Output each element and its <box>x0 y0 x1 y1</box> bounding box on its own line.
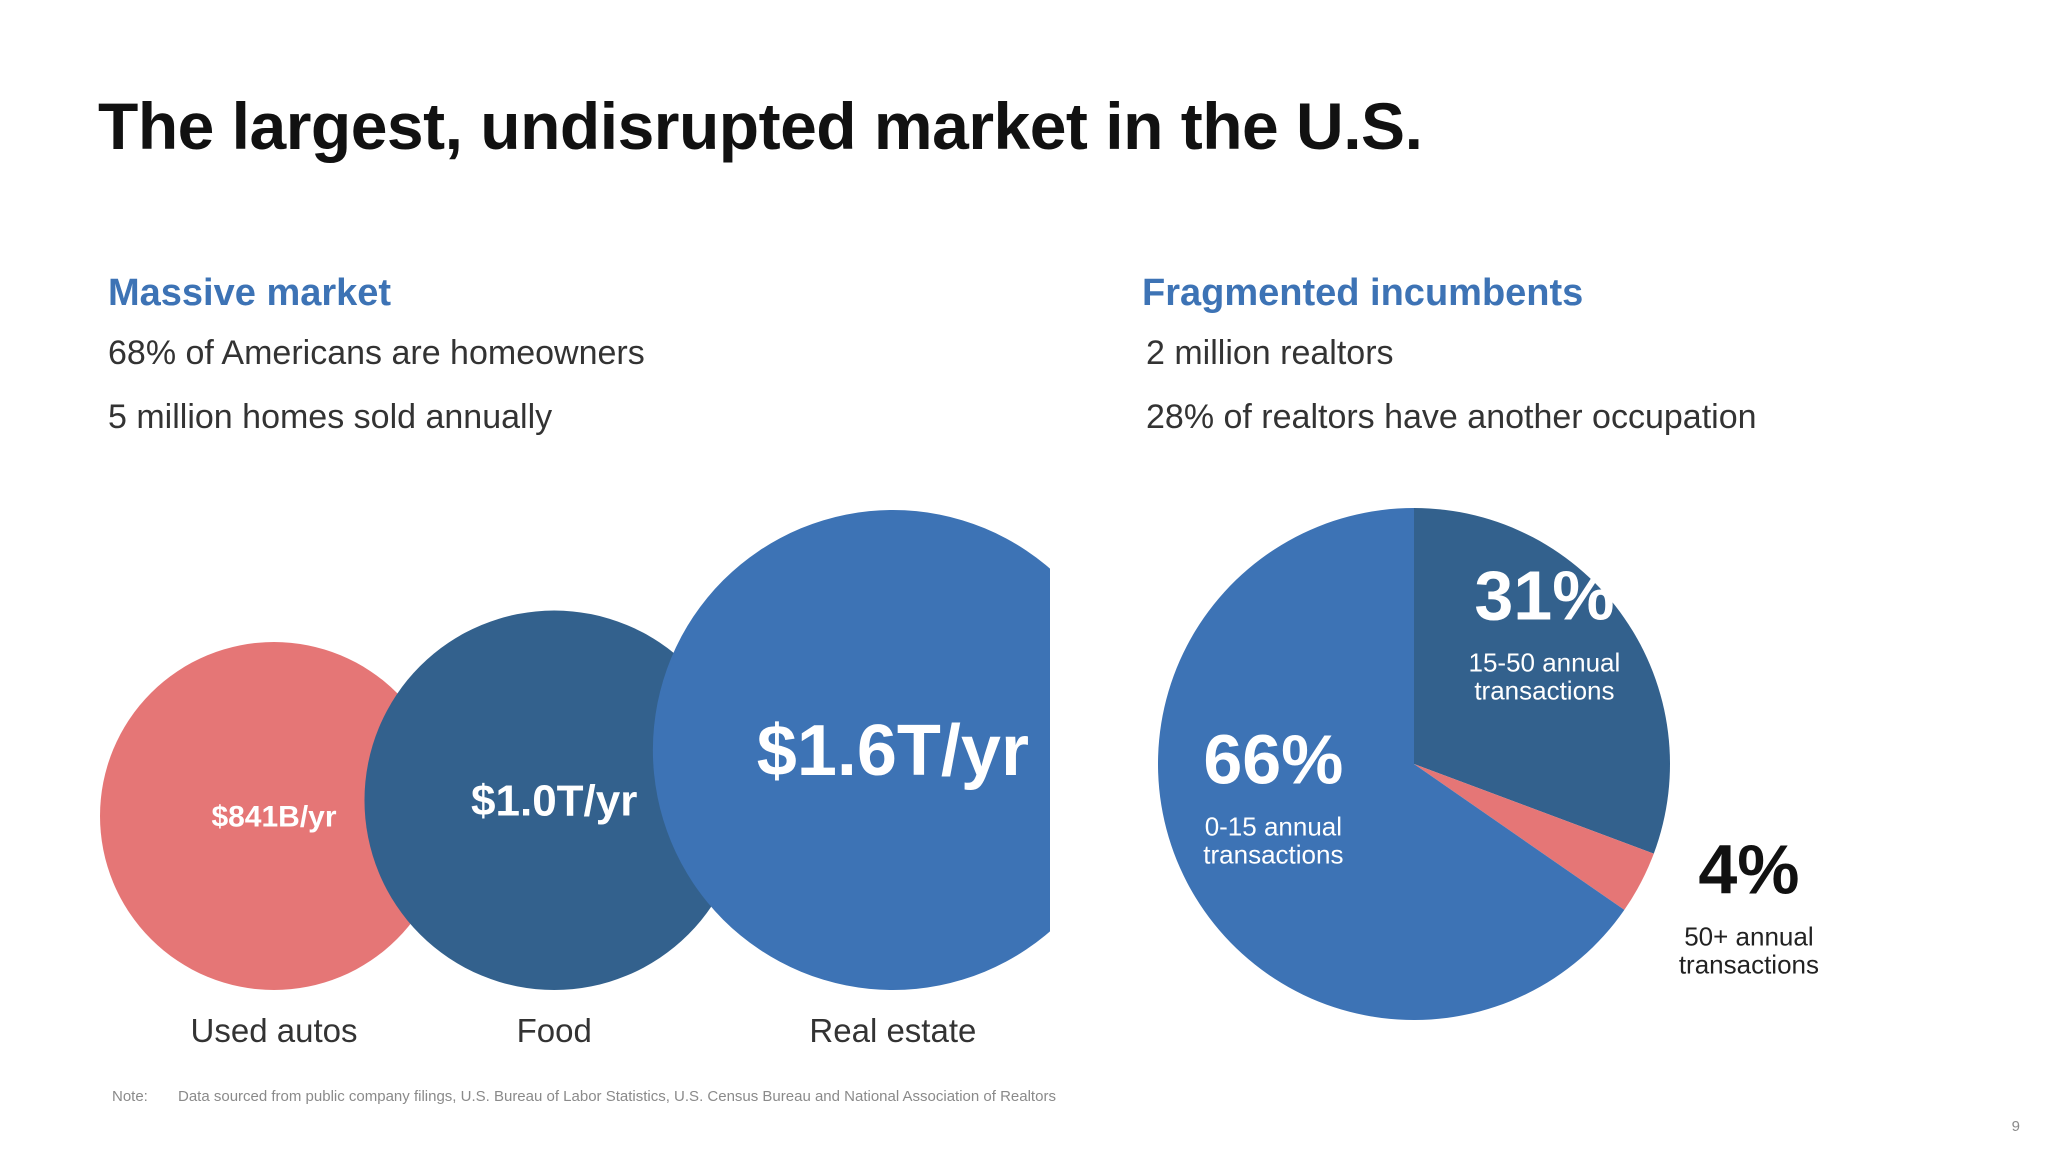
pie-label-50-annual-line1: 50+ annual <box>1684 921 1813 951</box>
massive-market-heading: Massive market <box>108 272 392 314</box>
bubble-value-food: $1.0T/yr <box>471 777 637 826</box>
pie-label-50-annual-line2: transactions <box>1679 949 1819 979</box>
note-label: Note: <box>112 1088 148 1105</box>
pie-slice-50-annual <box>1414 764 1654 910</box>
bubble-label-food: Food <box>517 1012 592 1049</box>
bubble-real-estate <box>652 510 1050 990</box>
bubble-food <box>364 610 744 991</box>
bubble-used-autos <box>100 642 448 990</box>
page-number: 9 <box>2011 1118 2020 1135</box>
realtors-other-occupation-stat: 28% of realtors have another occupation <box>1146 398 1757 436</box>
realtors-count-stat: 2 million realtors <box>1146 334 1394 372</box>
pie-pct-15-50-annual: 31% <box>1474 557 1614 635</box>
bubble-label-real-estate: Real estate <box>809 1012 976 1049</box>
pie-pct-50-annual: 4% <box>1698 830 1799 908</box>
slide-title: The largest, undisrupted market in the U… <box>98 89 1423 163</box>
pie-label-0-15-annual-line2: transactions <box>1203 840 1343 870</box>
pie-label-15-50-annual-line2: transactions <box>1474 676 1614 706</box>
pie-pct-0-15-annual: 66% <box>1203 721 1343 799</box>
pie-slice-0-15-annual <box>1158 508 1625 1020</box>
homes-sold-stat: 5 million homes sold annually <box>108 398 553 436</box>
homeowners-stat: 68% of Americans are homeowners <box>108 334 645 372</box>
note-text: Data sourced from public company filings… <box>178 1088 1056 1105</box>
bubble-value-real-estate: $1.6T/yr <box>757 711 1029 791</box>
market-size-bubble-chart: $841B/yr Used autos $1.0T/yr Food $1.6T/yr Re… <box>100 510 1050 1049</box>
pie-slice-15-50-annual <box>1414 508 1671 854</box>
bubble-value-used-autos: $841B/yr <box>211 801 336 834</box>
pie-label-15-50-annual-line1: 15-50 annual <box>1469 648 1621 678</box>
fragmented-incumbents-heading: Fragmented incumbents <box>1142 272 1584 314</box>
bubble-label-used-autos: Used autos <box>191 1012 358 1049</box>
pie-label-0-15-annual-line1: 0-15 annual <box>1205 812 1342 842</box>
